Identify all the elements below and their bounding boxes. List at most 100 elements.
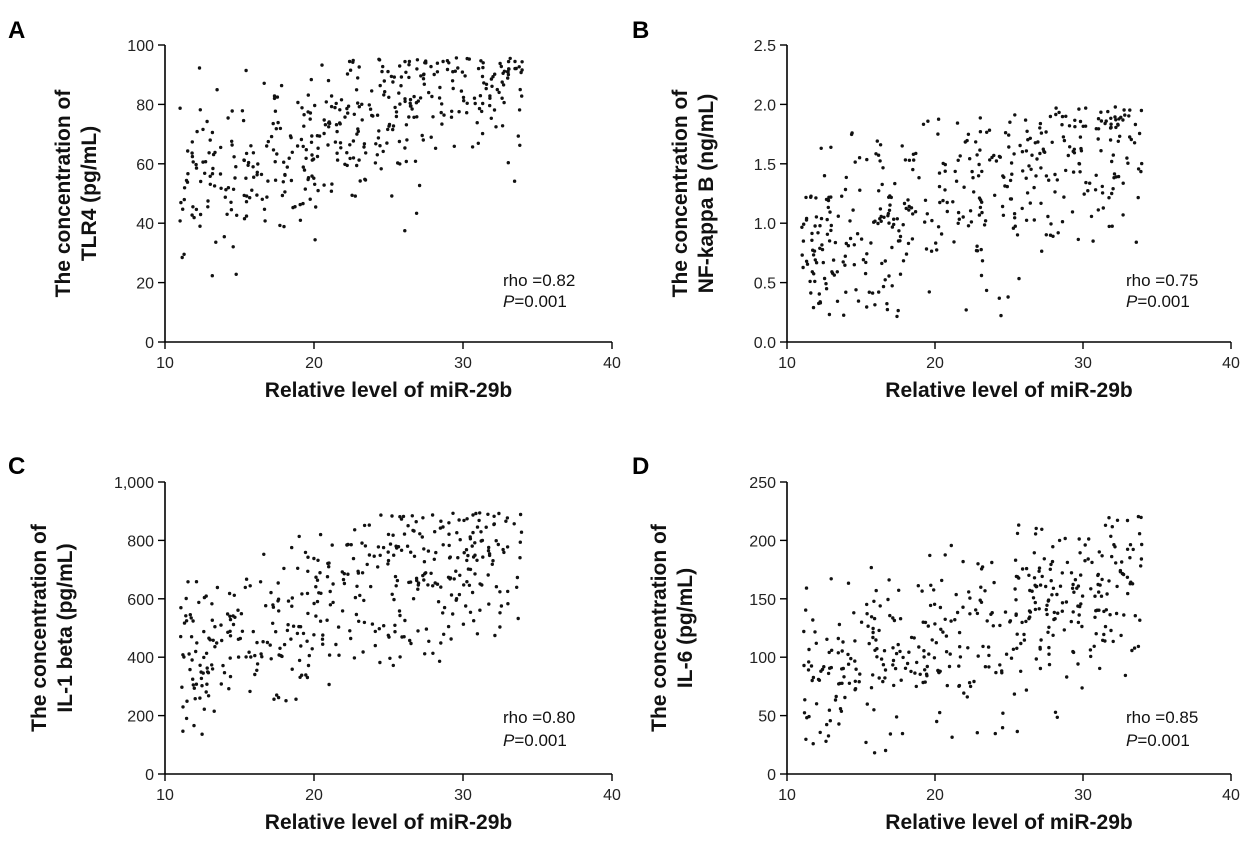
data-point (826, 671, 831, 676)
data-point (301, 201, 305, 206)
data-point (433, 530, 437, 534)
data-point (475, 525, 480, 529)
data-point (932, 588, 936, 592)
rho-annotation: rho =0.80 (503, 708, 575, 727)
data-point (1044, 584, 1048, 589)
data-point (1103, 639, 1107, 643)
data-point (200, 684, 204, 688)
data-point (811, 305, 816, 310)
data-point (992, 153, 996, 158)
data-point (1028, 615, 1032, 619)
data-point (357, 619, 361, 623)
data-point (848, 236, 853, 241)
data-point (339, 98, 344, 102)
data-point (462, 518, 466, 523)
data-point (997, 154, 1002, 159)
data-point (206, 671, 211, 675)
data-point (441, 59, 445, 64)
data-point (1045, 612, 1049, 617)
data-point (415, 578, 419, 583)
data-point (442, 632, 446, 636)
data-point (883, 676, 887, 680)
y-tick-label: 400 (127, 650, 154, 667)
data-point (386, 558, 391, 563)
data-point (921, 620, 925, 624)
data-point (1125, 156, 1129, 160)
data-point (251, 165, 255, 169)
data-point (449, 637, 453, 641)
data-point (1127, 114, 1131, 118)
data-point (1000, 726, 1005, 730)
data-point (873, 303, 877, 307)
data-point (364, 151, 368, 155)
data-point (1136, 167, 1141, 171)
data-point (943, 617, 947, 621)
data-point (883, 668, 888, 672)
data-point (1125, 547, 1130, 551)
data-point (886, 214, 890, 218)
data-point (248, 584, 252, 588)
data-point (953, 169, 957, 174)
data-point (450, 109, 454, 114)
data-point (493, 633, 497, 638)
data-point (824, 197, 829, 202)
data-point (858, 188, 862, 192)
y-tick-label: 0 (145, 767, 154, 784)
data-point (258, 580, 263, 584)
data-point (847, 681, 852, 685)
data-point (343, 115, 347, 119)
data-point (1045, 603, 1049, 607)
data-point (380, 69, 384, 74)
data-point (872, 599, 876, 603)
data-point (937, 171, 942, 175)
data-point (492, 514, 496, 518)
data-point (1076, 584, 1081, 588)
data-point (184, 619, 189, 623)
data-point (1106, 109, 1110, 114)
data-point (843, 695, 847, 700)
data-point (508, 56, 512, 61)
data-point (271, 621, 275, 625)
data-point (450, 79, 455, 83)
y-tick-label: 60 (136, 157, 154, 174)
data-point (1032, 185, 1036, 190)
data-point (240, 629, 245, 633)
data-point (907, 158, 912, 162)
data-point (194, 207, 199, 212)
data-point (1038, 151, 1042, 156)
data-point (1055, 592, 1059, 597)
data-point (932, 602, 937, 606)
y-axis-title-line: The concentration of (669, 89, 692, 298)
data-point (878, 159, 882, 163)
data-point (836, 651, 840, 655)
data-point (1013, 113, 1017, 117)
data-point (807, 647, 811, 652)
data-point (830, 648, 834, 652)
data-point (977, 162, 981, 167)
data-point (298, 202, 302, 207)
y-tick-label: 0 (767, 767, 776, 784)
data-point (829, 228, 833, 233)
y-axis-title-line: IL-1 beta (pg/mL) (54, 543, 77, 712)
data-point (1012, 212, 1017, 216)
data-point (987, 128, 992, 132)
data-point (901, 655, 905, 660)
data-point (312, 601, 316, 606)
data-point (1061, 135, 1066, 139)
data-point (251, 629, 255, 634)
data-point (373, 643, 377, 648)
data-point (827, 239, 832, 243)
data-point (829, 195, 833, 199)
data-point (381, 64, 385, 69)
data-point (336, 625, 341, 629)
data-point (391, 663, 395, 668)
p-symbol: P (503, 731, 515, 750)
data-point (992, 580, 996, 585)
data-point (1060, 220, 1065, 224)
data-point (1080, 624, 1084, 629)
data-point (390, 514, 394, 518)
data-point (967, 681, 972, 685)
data-point (877, 676, 881, 680)
data-point (272, 697, 276, 701)
data-point (412, 94, 416, 99)
